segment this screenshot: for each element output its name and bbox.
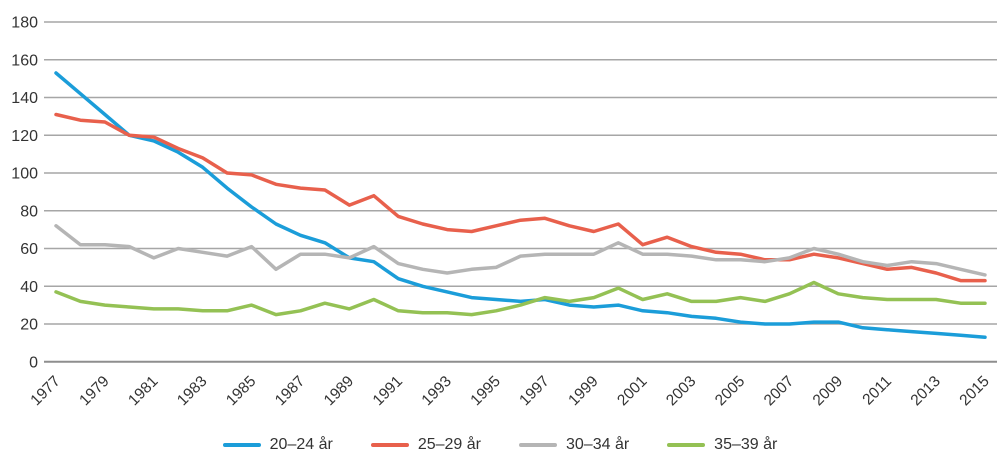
y-axis-tick-label: 160 — [11, 52, 38, 69]
x-axis-tick-label: 1997 — [516, 373, 552, 409]
legend-label-20-24: 20–24 år — [269, 436, 333, 453]
series-line-1 — [54, 112, 987, 283]
x-axis-tick-label: 2015 — [956, 373, 992, 409]
x-axis-tick-label: 1979 — [76, 373, 112, 409]
series-line-2 — [54, 224, 987, 277]
x-axis-tick-label: 2007 — [761, 373, 797, 409]
y-axis-tick-label: 20 — [20, 317, 38, 334]
x-axis-labels-group: 1977 1979 1981 1983 1985 1987 1989 1991 1993 1995… — [27, 373, 992, 409]
x-axis-tick-label: 1989 — [321, 373, 357, 409]
y-axis-tick-label: 80 — [20, 203, 38, 220]
legend-swatch-25-29 — [370, 443, 409, 447]
y-axis-tick-label: 40 — [20, 279, 38, 296]
x-axis-tick-label: 2009 — [810, 373, 846, 409]
y-axis-tick-label: 180 — [11, 15, 38, 32]
legend-item-20-24: 20–24 år — [222, 436, 333, 453]
x-axis-tick-label: 2011 — [859, 373, 895, 409]
x-axis-tick-label: 1983 — [174, 373, 210, 409]
x-axis-tick-label: 1993 — [419, 373, 455, 409]
series-lines-group — [54, 71, 987, 339]
x-axis-tick-label: 2003 — [663, 373, 699, 409]
y-axis-tick-label: 120 — [11, 128, 38, 145]
y-axis-tick-label: 60 — [20, 241, 38, 258]
legend-label-30-34: 30–34 år — [566, 436, 630, 453]
legend-swatch-20-24 — [222, 443, 261, 447]
x-axis-tick-label: 1995 — [467, 373, 503, 409]
legend-label-25-29: 25–29 år — [417, 436, 481, 453]
y-axis-tick-label: 140 — [11, 90, 38, 107]
legend-swatch-30-34 — [519, 443, 557, 447]
x-axis-tick-label: 1981 — [125, 373, 161, 409]
gridlines-group — [44, 21, 997, 363]
series-line-3 — [54, 280, 987, 317]
x-axis-tick-label: 2005 — [712, 373, 748, 409]
legend: 20–24 år 25–29 år 30–34 år 35–39 år — [0, 437, 1000, 453]
x-axis-tick-label: 1991 — [370, 373, 406, 409]
legend-label-35-39: 35–39 år — [714, 436, 778, 453]
x-axis-tick-label: 2013 — [908, 373, 944, 409]
x-axis-tick-label: 1977 — [27, 373, 63, 409]
x-axis-tick-label: 2001 — [614, 373, 650, 409]
legend-item-25-29: 25–29 år — [370, 436, 481, 453]
y-axis-tick-label: 100 — [11, 166, 38, 183]
legend-item-35-39: 35–39 år — [667, 437, 777, 453]
legend-item-30-34: 30–34 år — [519, 437, 629, 453]
y-axis-tick-label: 0 — [29, 354, 38, 371]
y-axis-labels-group: 0 20 40 60 80 100 120 140 160 180 — [11, 15, 38, 372]
x-axis-tick-label: 1985 — [223, 373, 259, 409]
x-axis-tick-label: 1987 — [272, 373, 308, 409]
x-axis-tick-label: 1999 — [565, 373, 601, 409]
legend-swatch-35-39 — [667, 443, 706, 447]
series-line-0 — [54, 71, 987, 339]
